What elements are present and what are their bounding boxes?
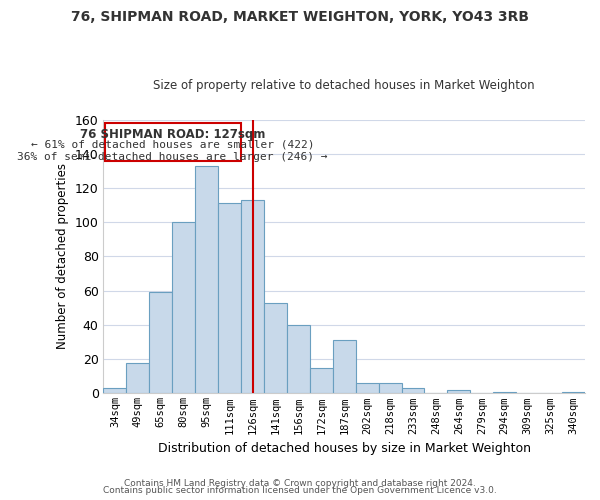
Bar: [172, 222, 195, 394]
Text: ← 61% of detached houses are smaller (422): ← 61% of detached houses are smaller (42…: [31, 140, 314, 150]
Text: 76 SHIPMAN ROAD: 127sqm: 76 SHIPMAN ROAD: 127sqm: [80, 128, 265, 141]
Bar: [103, 388, 127, 394]
Bar: [310, 368, 333, 394]
Bar: [448, 390, 470, 394]
Bar: [562, 392, 585, 394]
Text: 36% of semi-detached houses are larger (246) →: 36% of semi-detached houses are larger (…: [17, 152, 328, 162]
Y-axis label: Number of detached properties: Number of detached properties: [56, 164, 69, 350]
X-axis label: Distribution of detached houses by size in Market Weighton: Distribution of detached houses by size …: [158, 442, 531, 455]
Text: 76, SHIPMAN ROAD, MARKET WEIGHTON, YORK, YO43 3RB: 76, SHIPMAN ROAD, MARKET WEIGHTON, YORK,…: [71, 10, 529, 24]
Bar: [356, 383, 379, 394]
Text: Contains HM Land Registry data © Crown copyright and database right 2024.: Contains HM Land Registry data © Crown c…: [124, 478, 476, 488]
FancyBboxPatch shape: [104, 123, 241, 160]
Bar: [149, 292, 172, 394]
Title: Size of property relative to detached houses in Market Weighton: Size of property relative to detached ho…: [154, 79, 535, 92]
Bar: [493, 392, 516, 394]
Bar: [379, 383, 401, 394]
Bar: [195, 166, 218, 394]
Text: Contains public sector information licensed under the Open Government Licence v3: Contains public sector information licen…: [103, 486, 497, 495]
Bar: [241, 200, 264, 394]
Bar: [127, 362, 149, 394]
Bar: [218, 204, 241, 394]
Bar: [287, 325, 310, 394]
Bar: [333, 340, 356, 394]
Bar: [401, 388, 424, 394]
Bar: [264, 302, 287, 394]
